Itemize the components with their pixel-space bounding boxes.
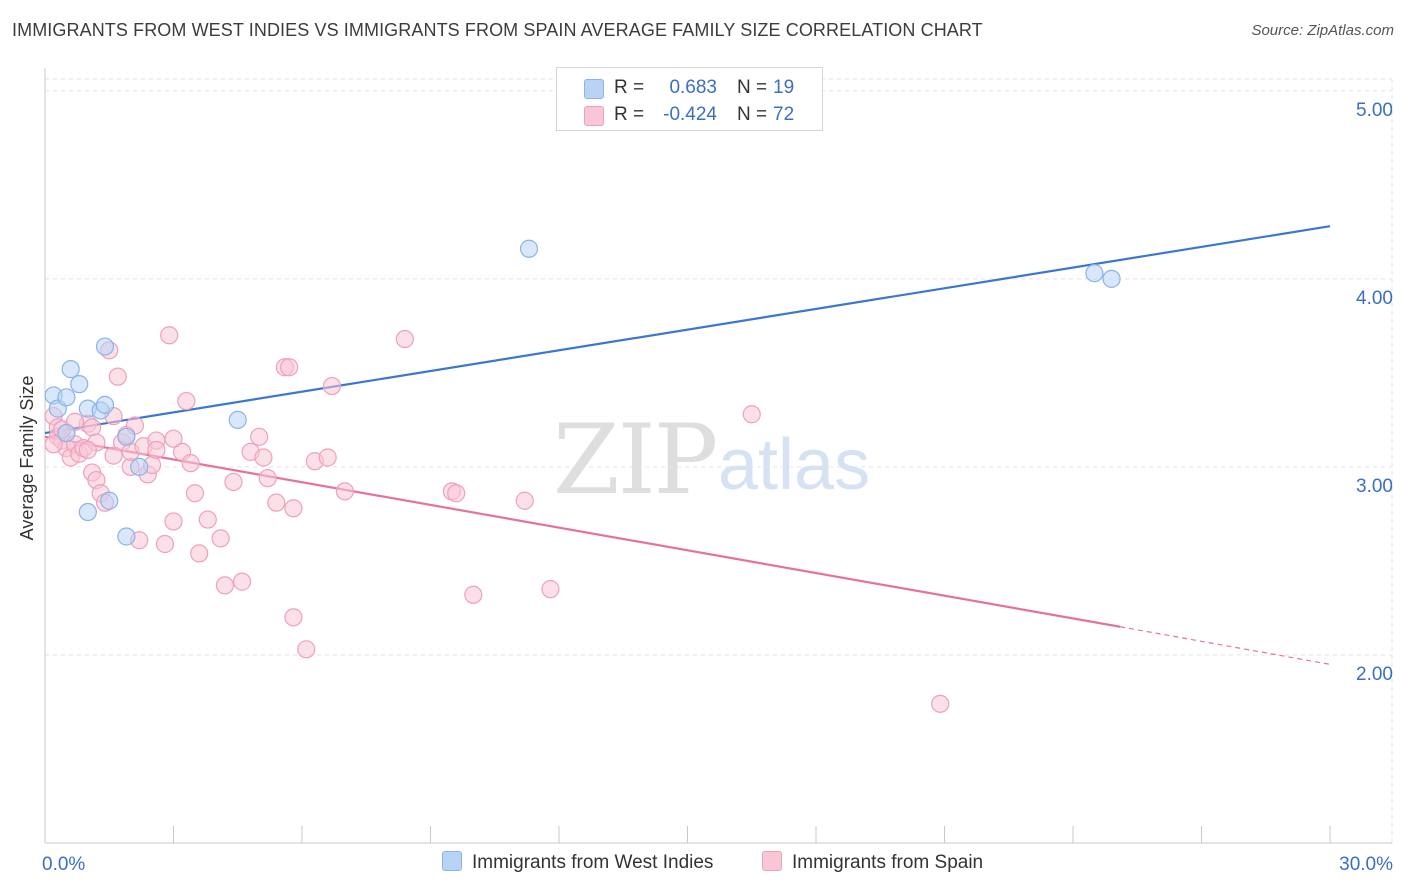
point-spain [284, 499, 303, 518]
point-west-indies [78, 502, 97, 522]
point-spain [318, 448, 337, 467]
point-west-indies [70, 375, 89, 394]
point-spain [258, 469, 277, 488]
point-spain [515, 491, 534, 510]
gridlines [45, 78, 1393, 843]
point-west-indies [228, 410, 247, 429]
point-west-indies [61, 360, 80, 379]
legend-r-value: 0.683 [669, 77, 717, 98]
legend-row-west-indies: R = 0.683 N = 19 [557, 75, 822, 101]
legend-swatch-pink [584, 106, 604, 126]
y-axis-label: Average Family Size [17, 376, 37, 541]
point-west-indies [57, 423, 76, 443]
source-credit: Source: ZipAtlas.com [1251, 22, 1394, 39]
axis-labels: 2.00 3.00 4.00 5.00 0.0% 30.0% Average Family … [17, 100, 1393, 875]
point-spain [147, 440, 166, 460]
point-spain [44, 435, 63, 454]
point-west-indies [1102, 269, 1121, 288]
point-west-indies [57, 388, 76, 407]
point-spain [215, 576, 234, 595]
point-west-indies [117, 427, 136, 446]
trend-line-spain-extension [1120, 626, 1331, 665]
y-tick-label: 2.00 [1356, 664, 1393, 685]
point-spain [267, 493, 286, 512]
point-spain [190, 544, 209, 563]
point-west-indies [95, 337, 115, 356]
x-tick-label: 0.0% [42, 854, 85, 875]
legend-r-value: -0.424 [663, 104, 717, 125]
chart-title: IMMIGRANTS FROM WEST INDIES VS IMMIGRANT… [12, 20, 983, 40]
y-tick-label: 4.00 [1356, 288, 1393, 309]
axes [44, 68, 1392, 844]
point-spain [742, 405, 761, 424]
point-spain [322, 376, 342, 396]
legend-n-label: N = [737, 77, 768, 98]
point-spain [447, 484, 466, 503]
legend-swatch-pink [762, 851, 782, 871]
point-spain [104, 446, 123, 465]
point-spain [280, 358, 299, 377]
point-spain [164, 429, 183, 448]
legend-row-spain: R = -0.424 N = 72 [557, 102, 822, 128]
y-tick-label: 3.00 [1356, 476, 1393, 497]
point-spain [198, 510, 217, 529]
point-west-indies [130, 457, 149, 477]
legend-swatch-blue [442, 851, 462, 871]
point-west-indies [519, 239, 539, 258]
legend-n-value: 72 [773, 104, 795, 125]
legend-swatch-blue [584, 79, 604, 99]
watermark-zip: ZIP [553, 404, 718, 516]
point-spain [541, 580, 560, 599]
legend-r-label: R = [614, 77, 645, 98]
point-spain [108, 367, 127, 386]
trend-lines [44, 225, 1331, 665]
point-spain [284, 608, 303, 627]
point-west-indies [117, 527, 136, 546]
legend-label-west-indies: Immigrants from West Indies [472, 852, 714, 873]
x-tick-label: 30.0% [1339, 854, 1393, 875]
bottom-legend-spain: Immigrants from Spain [762, 851, 983, 874]
stats-legend: R = 0.683 N = 19 R = -0.424 N = 72 [556, 67, 823, 131]
watermark-atlas: atlas [718, 425, 871, 505]
point-spain [297, 640, 316, 659]
point-spain [185, 484, 205, 503]
point-spain [464, 585, 483, 604]
point-spain [177, 391, 196, 411]
y-tick-label: 5.00 [1356, 100, 1393, 121]
trend-line-spain [44, 435, 1121, 628]
data-points [44, 239, 1121, 713]
trend-line-west-indies [44, 225, 1331, 435]
point-spain [254, 448, 273, 467]
point-spain [395, 329, 414, 349]
legend-r-label: R = [614, 104, 645, 125]
point-spain [181, 454, 200, 473]
point-spain [931, 694, 950, 713]
point-spain [83, 418, 102, 437]
point-west-indies [95, 395, 115, 414]
point-west-indies [1085, 264, 1104, 283]
point-spain [335, 482, 354, 501]
bottom-legend-west-indies: Immigrants from West Indies [442, 851, 713, 874]
point-spain [164, 512, 183, 531]
point-spain [224, 472, 243, 492]
point-west-indies [100, 491, 119, 510]
legend-n-value: 19 [773, 77, 795, 98]
legend-label-spain: Immigrants from Spain [792, 852, 984, 873]
point-spain [250, 427, 269, 446]
point-spain [78, 440, 97, 460]
point-spain [232, 572, 252, 591]
point-spain [211, 529, 230, 548]
point-spain [160, 326, 179, 345]
legend-n-label: N = [737, 104, 768, 125]
point-spain [155, 534, 175, 554]
